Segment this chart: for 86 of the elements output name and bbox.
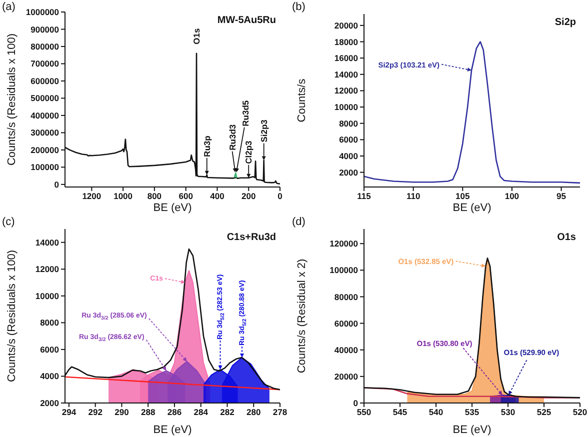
y-tick-label: 100000 — [30, 162, 60, 172]
text: (b) — [292, 1, 306, 13]
chart-title: O1s — [557, 232, 576, 243]
x-tick-label: 530 — [500, 407, 516, 418]
y-tick-label: 120000 — [330, 238, 358, 249]
y-tick-label: 0 — [353, 398, 358, 408]
x-tick-label: 110 — [406, 191, 420, 202]
y-tick-label: 14000 — [334, 69, 358, 80]
x-tick-label: 286 — [167, 407, 182, 418]
x-tick-label: 294 — [62, 407, 76, 418]
x-tick-label: 100 — [504, 191, 520, 202]
text: (d) — [292, 216, 306, 228]
y-tick-label: 16000 — [334, 53, 358, 64]
y-tick-label: 10000 — [334, 102, 358, 112]
x-tick-label: 1000 — [114, 191, 133, 202]
chart-title: C1s+Ru3d — [226, 232, 276, 243]
x-tick-label: 600 — [178, 191, 194, 202]
y-tick-label: 20000 — [334, 371, 358, 382]
x-tick-label: 545 — [392, 407, 408, 418]
y-tick-label: 1000000 — [26, 7, 60, 18]
annotation: Ru3d5 — [240, 100, 250, 126]
y-tick-label: 2000 — [339, 167, 358, 178]
x-tick-label: 1200 — [82, 191, 102, 202]
x-tick-label: 525 — [536, 407, 552, 418]
annotation: Ru3d3 — [227, 124, 238, 150]
line-series — [364, 41, 580, 184]
y-axis-title: Counts/s (Residuals x 100) — [6, 33, 18, 166]
x-tick-label: 288 — [141, 407, 156, 418]
x-tick-label: 400 — [210, 191, 225, 202]
x-tick-label: 550 — [356, 407, 372, 418]
text: (c) — [2, 216, 15, 228]
x-tick-label: 115 — [357, 191, 372, 202]
y-tick-label: 40000 — [334, 344, 358, 355]
y-tick-label: 12000 — [35, 264, 60, 274]
y-tick-label: 600000 — [30, 76, 60, 86]
x-axis-title: BE (eV) — [153, 202, 192, 214]
y-tick-label: 2000 — [40, 398, 60, 408]
chart-title: Si2p — [554, 17, 576, 28]
annotation: O1s — [192, 28, 202, 44]
y-tick-label: 6000 — [40, 344, 60, 354]
y-tick-label: 400000 — [30, 110, 60, 120]
y-tick-label: 4000 — [339, 151, 358, 162]
y-tick-label: 200000 — [30, 144, 60, 155]
x-tick-label: 520 — [572, 407, 588, 418]
y-axis-title: Counts/s (Residuals x 100) — [6, 250, 18, 382]
y-tick-label: 4000 — [40, 371, 60, 382]
chart-title: MW-5Au5Ru — [217, 15, 276, 26]
y-tick-label: 20000 — [334, 20, 358, 30]
x-tick-label: 292 — [88, 407, 103, 418]
y-tick-label: 80000 — [334, 292, 358, 302]
y-tick-label: 800000 — [30, 42, 60, 52]
annotation: Ru3p — [202, 136, 212, 157]
x-axis-title: BE (eV) — [153, 424, 192, 436]
y-axis-title: Counts/s — [296, 78, 308, 122]
x-tick-label: 105 — [456, 191, 470, 202]
y-tick-label: 12000 — [334, 86, 358, 96]
text: (a) — [2, 1, 16, 13]
x-tick-label: 278 — [272, 407, 288, 418]
x-tick-label: 95 — [556, 191, 566, 202]
y-tick-label: 0 — [54, 179, 60, 190]
x-axis-title: BE (eV) — [452, 202, 492, 214]
annotation: Cl2p3 — [244, 140, 254, 164]
y-tick-label: 8000 — [339, 118, 358, 128]
annotation: Si2p3 — [258, 119, 269, 142]
y-tick-label: 10000 — [35, 290, 60, 301]
x-tick-label: 0 — [278, 191, 283, 202]
y-tick-label: 6000 — [339, 134, 358, 145]
y-tick-label: 300000 — [30, 128, 60, 138]
y-tick-label: 8000 — [40, 318, 60, 328]
x-tick-label: 284 — [194, 407, 208, 418]
x-tick-label: 535 — [464, 407, 480, 418]
y-tick-label: 60000 — [334, 318, 358, 328]
x-tick-label: 282 — [220, 407, 235, 418]
y-tick-label: 500000 — [30, 93, 60, 104]
y-tick-label: 900000 — [30, 24, 60, 34]
x-axis-title: BE (eV) — [452, 424, 492, 436]
y-tick-label: 18000 — [334, 36, 358, 47]
x-tick-label: 540 — [428, 407, 444, 418]
y-axis-title: Counts/s (Residual x 2) — [296, 258, 308, 374]
y-tick-label: 700000 — [30, 58, 60, 69]
x-tick-label: 200 — [242, 191, 256, 202]
x-tick-label: 800 — [147, 191, 162, 202]
y-tick-label: 100000 — [330, 265, 358, 276]
y-tick-label: 14000 — [35, 237, 60, 248]
x-tick-label: 290 — [114, 407, 130, 418]
x-tick-label: 280 — [246, 407, 261, 418]
